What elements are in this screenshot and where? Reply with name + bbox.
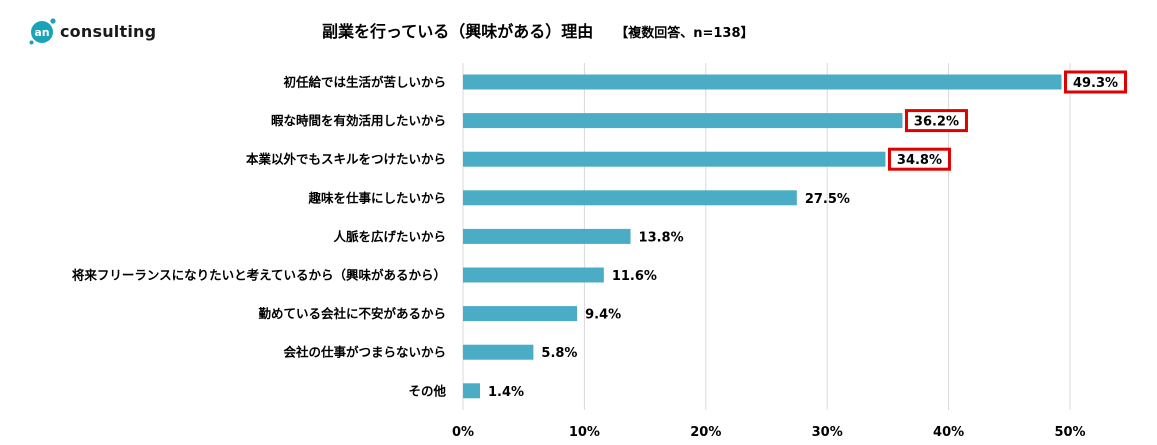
value-label: 5.8% [541,346,577,361]
bar [463,228,631,244]
category-label: その他 [408,383,446,398]
x-tick-label: 30% [812,425,843,440]
category-label: 初任給では生活が苦しいから [283,75,446,90]
x-tick-label: 10% [569,425,600,440]
chart-subtitle: 【複数回答、n=138】 [615,26,754,41]
logo-bubble-icon: an [29,18,56,45]
category-label: 人脈を広げたいから [333,229,446,244]
value-label: 9.4% [585,308,621,323]
x-tick-label: 20% [690,425,721,440]
x-tick-label: 0% [452,425,474,440]
value-label: 1.4% [488,385,524,400]
x-tick-labels: 0% 10% 20% 30% 40% 50% [452,425,1086,440]
category-label: 将来フリーランスになりたいと考えているから（興味があるから） [72,268,446,283]
bar [463,190,797,206]
logo-badge-text: an [34,26,49,39]
highlight-box [1064,70,1128,94]
value-label: 34.8% [897,153,942,168]
bar [463,306,578,322]
chart-title-block: 副業を行っている（興味がある）理由 【複数回答、n=138】 [322,18,754,42]
value-label: 36.2% [914,115,959,130]
bar [463,113,903,129]
category-label: 勤めている会社に不安があるから [258,306,446,321]
x-tick-label: 50% [1054,425,1085,440]
highlight-box [904,109,968,133]
value-label: 11.6% [612,269,657,284]
category-labels: 初任給では生活が苦しいから暇な時間を有効活用したいから本業以外でもスキルをつけた… [72,75,447,399]
x-tick-label: 40% [933,425,964,440]
highlight-box [887,147,951,171]
value-label: 27.5% [805,192,850,207]
category-label: 本業以外でもスキルをつけたいから [246,152,446,167]
bar [463,267,604,283]
bar [463,74,1062,90]
value-label: 13.8% [639,230,684,245]
value-labels: 49.3% 36.2% 34.8% 27.5% 13.8% 11.6% 9.4% 5.8% 1.… [488,70,1128,400]
logo-text: consulting [60,21,157,41]
logo: an consulting [28,14,156,48]
value-label: 49.3% [1073,76,1118,91]
bar [463,344,534,360]
bar [463,151,886,167]
category-label: 会社の仕事がつまらないから [283,345,446,360]
bars [463,74,1062,399]
bar [463,383,480,399]
category-label: 暇な時間を有効活用したいから [271,113,446,128]
chart-title: 副業を行っている（興味がある）理由 [322,22,594,41]
logo-mark: an [28,17,56,45]
category-label: 趣味を仕事にしたいから [307,190,446,205]
